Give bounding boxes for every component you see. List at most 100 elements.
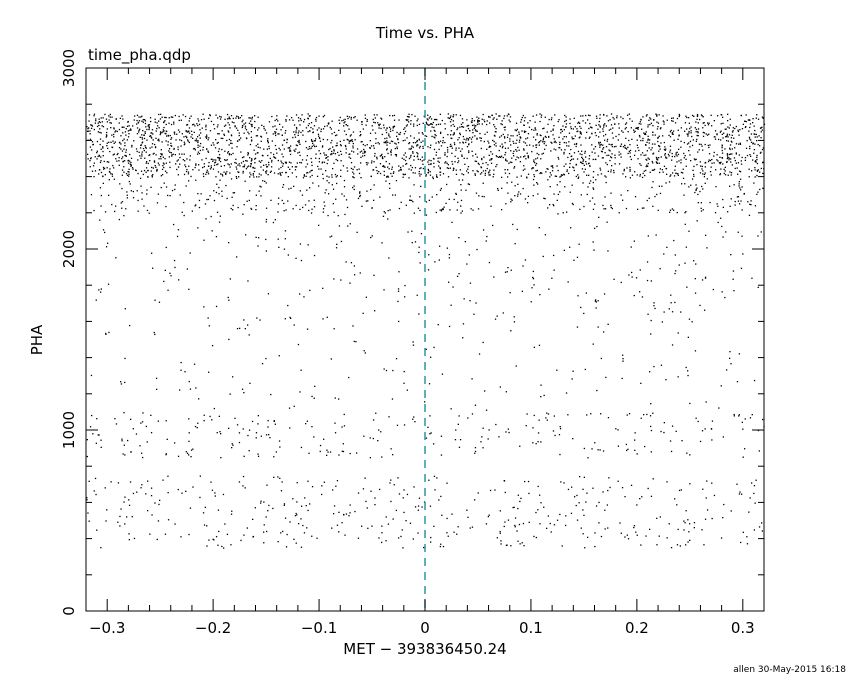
data-point <box>647 313 649 315</box>
data-point <box>154 165 156 167</box>
data-point <box>634 150 637 152</box>
data-point <box>751 482 753 484</box>
data-point <box>102 147 104 149</box>
data-point <box>114 141 116 143</box>
data-point <box>356 169 358 171</box>
data-point <box>150 135 152 137</box>
data-point <box>386 144 388 146</box>
data-point <box>640 164 642 166</box>
data-point <box>618 154 620 156</box>
data-point <box>353 173 355 175</box>
data-point <box>737 130 740 133</box>
data-point <box>723 168 725 170</box>
data-point <box>761 129 763 131</box>
data-point <box>254 153 257 155</box>
data-point <box>305 423 307 425</box>
data-point <box>618 123 620 125</box>
data-point <box>173 123 175 125</box>
data-point <box>268 145 270 148</box>
data-point <box>449 143 452 146</box>
data-point <box>378 429 380 431</box>
data-point <box>374 122 376 124</box>
data-point <box>566 211 568 213</box>
data-point <box>704 518 707 520</box>
data-point <box>562 212 564 214</box>
data-point <box>450 115 452 117</box>
data-point <box>663 422 665 424</box>
data-point <box>144 120 147 122</box>
data-point <box>535 536 537 539</box>
data-point <box>663 253 665 255</box>
data-point <box>450 408 452 410</box>
data-point <box>359 192 361 194</box>
data-point <box>582 115 584 117</box>
data-point <box>649 371 651 373</box>
data-point <box>705 234 707 236</box>
data-point <box>620 116 622 118</box>
data-point <box>128 175 130 177</box>
data-point <box>358 172 361 175</box>
data-point <box>340 175 342 177</box>
data-point <box>332 188 335 190</box>
data-point <box>232 204 234 207</box>
data-point <box>702 127 704 129</box>
data-point <box>207 317 209 319</box>
data-point <box>338 511 340 513</box>
data-point <box>622 146 625 148</box>
data-point <box>403 382 405 384</box>
data-point <box>203 163 205 165</box>
data-point <box>338 225 341 227</box>
data-point <box>132 492 135 495</box>
data-point <box>271 166 273 168</box>
data-point <box>130 129 132 131</box>
data-point <box>692 139 694 141</box>
data-point <box>598 143 600 145</box>
data-point <box>647 126 649 128</box>
data-point <box>724 296 726 299</box>
data-point <box>271 140 273 142</box>
data-point <box>477 120 479 122</box>
data-point <box>671 132 674 134</box>
data-point <box>544 148 546 150</box>
data-point <box>418 123 421 125</box>
data-point <box>708 159 710 161</box>
data-point <box>735 152 737 154</box>
data-point <box>129 183 131 185</box>
data-point <box>573 169 575 172</box>
data-point <box>580 133 582 135</box>
data-point <box>565 123 568 125</box>
data-point <box>289 521 291 523</box>
data-point <box>343 130 346 132</box>
data-point <box>289 153 292 156</box>
data-point <box>542 152 545 154</box>
data-point <box>102 146 104 148</box>
data-point <box>628 150 630 152</box>
data-point <box>662 115 664 117</box>
data-point <box>390 479 392 481</box>
data-point <box>559 513 561 516</box>
data-point <box>711 439 713 441</box>
data-point <box>287 147 289 149</box>
data-point <box>640 154 642 156</box>
data-point <box>322 208 325 210</box>
data-point <box>435 174 438 176</box>
data-point <box>408 142 411 144</box>
data-point <box>188 165 190 167</box>
data-point <box>163 166 165 169</box>
data-point <box>571 184 573 186</box>
data-point <box>157 139 159 141</box>
data-point <box>753 125 755 127</box>
data-point <box>238 134 240 137</box>
data-point <box>631 276 633 278</box>
data-point <box>440 454 443 456</box>
data-point <box>517 507 519 510</box>
data-point <box>172 116 174 118</box>
data-point <box>381 157 384 159</box>
data-point <box>137 121 140 124</box>
data-point <box>513 150 515 152</box>
data-point <box>566 169 568 171</box>
data-point <box>668 523 670 525</box>
data-point <box>127 136 130 138</box>
data-point <box>192 486 194 488</box>
data-point <box>645 133 647 136</box>
